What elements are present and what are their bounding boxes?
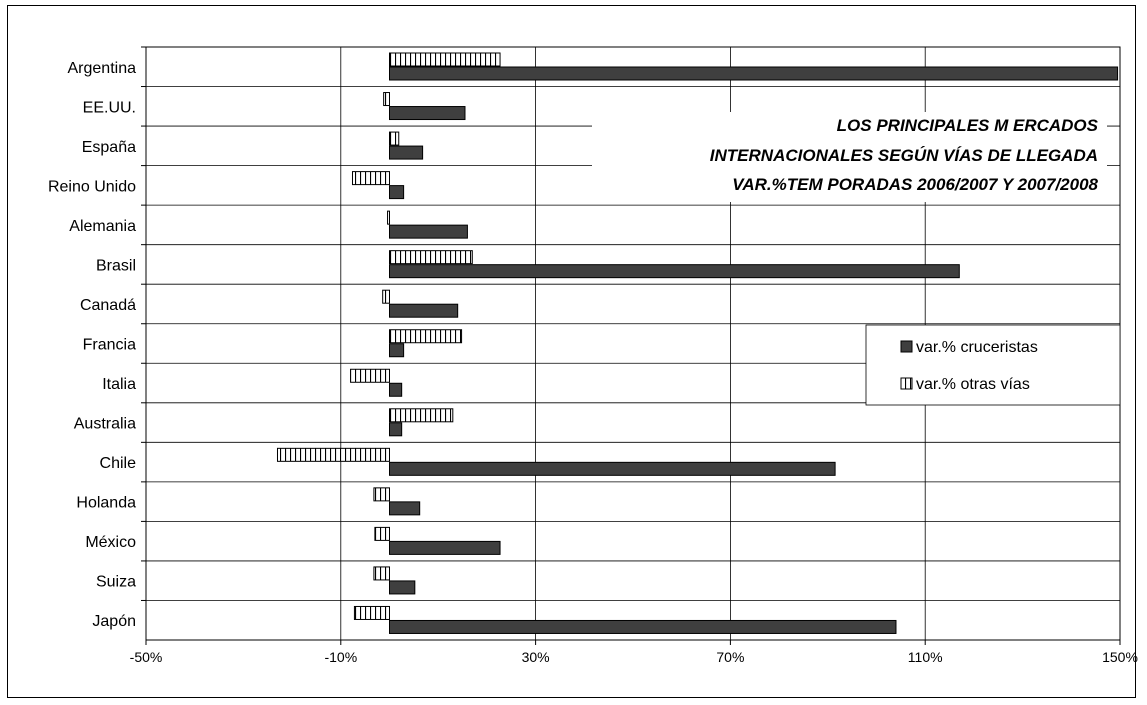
bar-cruceristas <box>389 343 405 358</box>
bar-cruceristas <box>389 145 424 160</box>
legend: var.% cruceristas var.% otras vías <box>865 324 1121 406</box>
x-tick-label: 30% <box>522 649 550 665</box>
category-label: México <box>85 534 136 551</box>
bar-otras-vias <box>373 566 390 581</box>
category-labels: Argentina EE.UU. España Reino Unido Alemania… <box>48 46 146 630</box>
bar-otras-vias <box>387 210 391 225</box>
bar-otras-vias <box>351 171 391 186</box>
legend-label: var.% cruceristas <box>916 339 1038 356</box>
category-label: Australia <box>74 416 136 433</box>
bar-cruceristas <box>389 382 403 397</box>
bar-cruceristas <box>389 619 897 634</box>
bar-cruceristas <box>389 224 468 239</box>
category-label: España <box>82 139 136 156</box>
bar-otras-vias <box>374 526 391 541</box>
x-tick-label: 70% <box>716 649 744 665</box>
x-tick-label: -10% <box>324 649 357 665</box>
bar-otras-vias <box>389 329 463 344</box>
title-line: VAR.%TEM PORADAS 2006/2007 Y 2007/2008 <box>732 175 1098 194</box>
bar-cruceristas <box>389 185 405 200</box>
category-label: Reino Unido <box>48 178 136 195</box>
bar-cruceristas <box>389 303 459 318</box>
x-tick-label: 110% <box>908 649 943 665</box>
bar-cruceristas <box>389 501 421 516</box>
chart-title: LOS PRINCIPALES M ERCADOS INTERNACIONALES… <box>592 112 1107 202</box>
bar-cruceristas <box>389 106 466 121</box>
legend-swatch <box>900 340 913 353</box>
bar-otras-vias <box>276 447 390 462</box>
title-background <box>592 112 1107 202</box>
bar-otras-vias <box>389 131 400 146</box>
bar-cruceristas <box>389 66 1119 81</box>
bar-otras-vias <box>353 605 391 620</box>
bars <box>276 52 1119 634</box>
title-line: LOS PRINCIPALES M ERCADOS <box>837 116 1099 135</box>
bar-otras-vias <box>389 408 454 423</box>
bar-cruceristas <box>389 264 960 279</box>
legend-box <box>865 324 1121 406</box>
legend-swatch <box>900 377 913 390</box>
title-line: INTERNACIONALES SEGÚN VÍAS DE LLEGADA <box>710 146 1098 165</box>
bar-otras-vias <box>350 368 391 383</box>
category-label: Italia <box>102 376 136 393</box>
category-label: Suiza <box>96 574 136 591</box>
category-label: Holanda <box>76 495 136 512</box>
bar-cruceristas <box>389 422 403 437</box>
category-label: Alemania <box>69 218 136 235</box>
x-tick-label: 150% <box>1102 649 1138 665</box>
x-tick-labels: -50% -10% 30% 70% 110% 150% <box>130 640 1138 665</box>
bar-cruceristas <box>389 461 836 476</box>
category-label: Brasil <box>96 257 136 274</box>
bar-otras-vias <box>383 92 391 107</box>
category-label: Francia <box>83 337 136 354</box>
category-label: Argentina <box>68 60 137 77</box>
category-label: Japón <box>92 613 136 630</box>
bar-otras-vias <box>389 52 501 67</box>
bar-otras-vias <box>373 487 390 502</box>
bar-cruceristas <box>389 540 501 555</box>
category-label: Canadá <box>80 297 136 314</box>
bar-otras-vias <box>382 289 391 304</box>
category-label: EE.UU. <box>83 99 136 116</box>
bar-cruceristas <box>389 580 416 595</box>
x-tick-label: -50% <box>130 649 163 665</box>
category-label: Chile <box>100 455 137 472</box>
legend-label: var.% otras vías <box>916 376 1030 393</box>
bar-otras-vias <box>389 250 473 265</box>
